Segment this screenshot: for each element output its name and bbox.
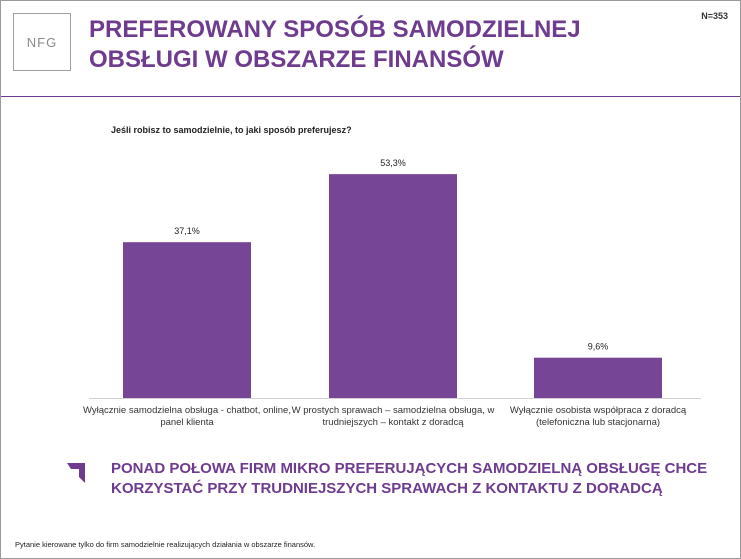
arrow-icon	[67, 463, 85, 483]
value-label: 37,1%	[174, 226, 200, 236]
bar	[329, 174, 457, 398]
sample-size: N=353	[701, 11, 728, 21]
x-tick-label: W prostych sprawach – samodzielna obsług…	[291, 405, 495, 428]
logo: NFG	[13, 13, 71, 71]
x-tick-label: Wyłącznie osobista współpraca z doradcą …	[509, 405, 687, 428]
chart-title: Jeśli robisz to samodzielnie, to jaki sp…	[111, 125, 352, 135]
value-label: 9,6%	[588, 342, 609, 352]
bar	[534, 357, 662, 398]
footnote: Pytanie kierowane tylko do firm samodzie…	[15, 540, 316, 549]
slide-title: PREFEROWANY SPOSÓB SAMODZIELNEJ OBSŁUGI …	[89, 16, 581, 73]
bar	[123, 242, 251, 398]
value-label: 53,3%	[380, 158, 406, 168]
conclusion: PONAD POŁOWA FIRM MIKRO PREFERUJĄCYCH SA…	[111, 460, 708, 497]
divider	[1, 96, 740, 97]
x-tick-label: Wyłącznie samodzielna obsługa - chatbot,…	[83, 405, 291, 428]
